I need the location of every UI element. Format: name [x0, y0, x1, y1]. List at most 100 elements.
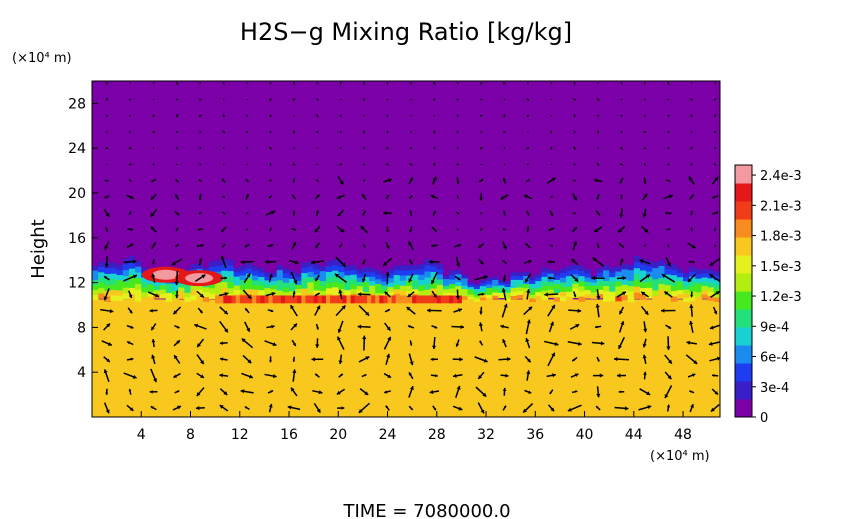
wind-vector — [127, 228, 134, 231]
field-cell — [128, 280, 136, 288]
wind-vector — [314, 225, 321, 234]
wind-vector-head — [293, 178, 295, 181]
field-cell — [178, 290, 185, 296]
high-band-cell — [375, 295, 380, 304]
field-cell — [338, 265, 346, 273]
field-cell — [381, 293, 389, 298]
wind-vector — [685, 354, 698, 365]
wind-vector — [711, 388, 719, 396]
wind-vector-head — [409, 259, 412, 262]
wind-vector-head — [340, 243, 343, 246]
field-cell — [264, 287, 272, 292]
wind-vector — [151, 178, 157, 183]
wind-vector — [174, 210, 180, 216]
wind-vector-shaft — [480, 163, 483, 166]
field-cell — [522, 295, 530, 301]
field-cell — [449, 288, 456, 294]
wind-vector-shaft — [362, 179, 366, 183]
wind-vector-head — [642, 343, 647, 348]
field-cell — [572, 273, 579, 279]
wind-vector-head — [269, 196, 271, 198]
wind-vector — [570, 373, 579, 378]
wind-vector-head — [385, 272, 390, 276]
field-cell — [486, 283, 493, 288]
field-cell — [165, 283, 173, 289]
field-cell — [289, 282, 296, 288]
field-cell — [356, 289, 364, 295]
wind-vector-shaft — [479, 228, 483, 231]
wind-vector-shaft — [386, 98, 389, 101]
field-cell — [313, 268, 321, 275]
field-cell — [584, 293, 592, 299]
wind-vector-shaft — [619, 146, 624, 150]
field-cell — [707, 264, 715, 270]
wind-vector-shaft — [222, 130, 226, 134]
field-cell — [535, 287, 543, 293]
wind-vector — [338, 354, 343, 365]
wind-vector-shaft — [456, 130, 459, 133]
field-cell — [615, 280, 623, 287]
field-cell — [652, 267, 660, 274]
field-cell — [332, 264, 339, 271]
wind-vector-head — [482, 392, 487, 397]
field-cell — [695, 287, 703, 293]
field-cell — [110, 262, 118, 269]
wind-vector-head — [316, 194, 320, 198]
wind-vector — [126, 404, 134, 412]
wind-vector — [433, 98, 436, 101]
field-cell — [701, 285, 709, 291]
wind-vector — [174, 325, 180, 329]
field-cell — [153, 289, 161, 295]
wind-vector — [315, 179, 319, 183]
field-cell — [375, 274, 382, 280]
wind-vector — [546, 177, 556, 184]
wind-vector-head — [690, 213, 693, 216]
field-cell — [381, 272, 389, 278]
field-cell — [412, 269, 419, 275]
field-cell — [239, 288, 247, 295]
wind-vector-head — [618, 243, 622, 247]
wind-vector-head — [666, 346, 671, 350]
wind-vector-shaft — [409, 114, 412, 117]
wind-vector — [573, 98, 577, 101]
wind-vector — [428, 259, 440, 265]
wind-vector-shaft — [175, 114, 179, 118]
wind-vector — [502, 259, 507, 264]
wind-vector — [502, 177, 507, 184]
wind-vector-shaft — [643, 114, 646, 117]
high-band-cell — [408, 295, 413, 304]
field-cell — [289, 278, 296, 283]
field-cell — [369, 271, 376, 277]
field-cell — [233, 271, 241, 277]
field-cell — [387, 263, 395, 269]
wind-vector-shaft — [339, 130, 342, 134]
wind-vector — [688, 176, 695, 186]
wind-vector-head — [154, 293, 159, 298]
wind-vector-head — [432, 176, 437, 181]
field-cell — [510, 271, 518, 276]
field-cell — [406, 290, 413, 297]
field-cell — [713, 266, 720, 272]
wind-vector — [152, 163, 155, 166]
field-cell — [596, 289, 604, 295]
field-cell — [264, 283, 272, 289]
wind-vector — [383, 372, 392, 379]
field-cell — [190, 263, 198, 270]
colorbar-segment — [735, 255, 752, 274]
wind-vector-head — [573, 294, 577, 298]
wind-vector — [614, 406, 629, 411]
wind-vector-head — [689, 390, 692, 393]
wind-vector — [550, 146, 553, 150]
field-cell — [621, 273, 629, 280]
wind-vector-head — [223, 244, 226, 246]
wind-vector-head — [196, 392, 201, 397]
wind-vector-head — [364, 391, 369, 395]
wind-vector-head — [106, 358, 110, 362]
wind-vector — [128, 290, 133, 299]
wind-vector — [222, 147, 225, 150]
field-cell — [455, 289, 463, 295]
y-unit-label: (×10⁴ m) — [12, 51, 72, 66]
field-cell — [707, 282, 715, 288]
field-cell — [245, 257, 253, 264]
